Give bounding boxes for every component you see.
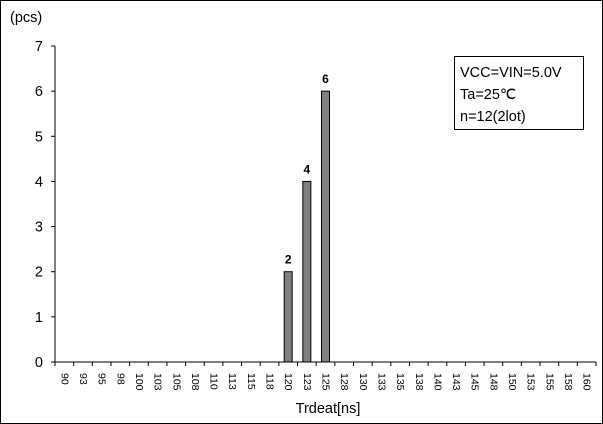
x-tick-label: 95 [96,373,108,385]
data-labels: 2 4 6 [285,72,329,267]
x-tick-label: 123 [301,373,313,391]
conditions-legend: VCC=VIN=5.0V Ta=25℃ n=12(2lot) [454,56,584,130]
x-tick-label: 113 [226,373,238,390]
y-tick-label: 2 [35,265,43,281]
x-tick-label: 128 [338,373,350,391]
x-tick-label: 138 [413,373,425,391]
x-tick-label: 153 [525,373,537,391]
bar-data-label: 2 [285,253,292,267]
x-tick-label: 120 [282,373,294,391]
y-axis: 0 1 2 3 4 5 6 7 [35,39,56,371]
y-tick-label: 1 [35,310,43,326]
bar-data-label: 6 [322,72,329,86]
y-tick-label: 3 [35,220,43,236]
x-tick-label: 103 [152,373,164,391]
x-tick-label: 150 [506,373,518,391]
x-tick-label: 140 [431,373,443,391]
legend-line-vcc: VCC=VIN=5.0V [460,65,562,81]
x-tick-label: 90 [58,373,70,385]
x-tick-label: 143 [450,373,462,391]
x-tick-label: 133 [375,373,387,391]
x-axis-title: Trdeat[ns] [296,401,361,417]
x-tick-label: 158 [562,373,574,391]
y-tick-label: 6 [35,84,43,100]
x-tick-label: 100 [133,373,145,391]
x-tick-label: 145 [469,373,481,391]
x-tick-label: 115 [245,373,257,390]
y-tick-label: 4 [35,174,43,190]
x-tick-label: 135 [394,373,406,391]
legend-line-ta: Ta=25℃ [460,87,517,103]
legend-line-n: n=12(2lot) [460,109,526,125]
bars [283,90,330,363]
bar [321,90,330,363]
bar-data-label: 4 [304,162,311,176]
x-tick-label: 118 [264,373,276,390]
x-tick-label: 155 [543,373,555,391]
x-tick-label: 98 [114,373,126,385]
y-unit-label: (pcs) [10,10,42,26]
bar [283,271,293,363]
x-tick-label: 125 [320,373,332,391]
y-tick-label: 5 [35,129,43,145]
x-tick-label: 93 [77,373,89,385]
y-tick-label: 7 [35,39,43,55]
x-tick-label: 108 [189,373,201,391]
x-tick-label: 130 [357,373,369,391]
x-tick-label: 160 [581,373,593,391]
x-tick-label: 110 [208,373,220,390]
x-tick-label: 105 [170,373,182,391]
y-tick-label: 0 [35,355,43,371]
x-axis: 90 93 95 98 100 103 105 108 110 113 115 118 120 123 12… [54,361,597,391]
bar [302,180,312,363]
x-tick-label: 148 [487,373,499,391]
